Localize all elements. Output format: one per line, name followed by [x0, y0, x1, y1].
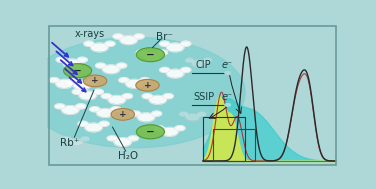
Circle shape [120, 36, 137, 45]
Circle shape [76, 104, 86, 109]
Circle shape [107, 136, 117, 141]
Circle shape [119, 78, 129, 83]
Circle shape [175, 126, 185, 131]
Circle shape [160, 41, 170, 46]
Text: e⁻: e⁻ [222, 92, 233, 102]
Circle shape [203, 58, 212, 62]
Circle shape [70, 78, 80, 83]
Circle shape [113, 34, 123, 39]
Circle shape [117, 63, 127, 68]
Circle shape [63, 137, 71, 141]
Circle shape [191, 60, 206, 67]
Circle shape [69, 139, 83, 146]
Circle shape [137, 113, 155, 122]
Text: +: + [91, 76, 99, 85]
Circle shape [91, 43, 108, 52]
Circle shape [55, 104, 65, 109]
Circle shape [64, 64, 92, 78]
Circle shape [24, 37, 245, 148]
Circle shape [167, 69, 184, 78]
Circle shape [56, 57, 66, 62]
Circle shape [163, 94, 173, 99]
Circle shape [81, 137, 89, 141]
Circle shape [78, 121, 88, 126]
Text: Rb⁺: Rb⁺ [60, 138, 79, 148]
Circle shape [186, 114, 200, 121]
Text: H₂O: H₂O [118, 151, 138, 161]
Circle shape [111, 107, 121, 112]
Circle shape [149, 95, 167, 104]
Text: e⁻: e⁻ [222, 60, 233, 70]
Circle shape [157, 50, 167, 55]
Circle shape [225, 71, 230, 74]
Circle shape [180, 41, 191, 46]
Circle shape [167, 43, 184, 52]
Circle shape [72, 89, 82, 94]
Bar [213, 129, 255, 161]
Circle shape [160, 67, 170, 72]
Circle shape [63, 59, 80, 68]
Circle shape [96, 63, 106, 68]
Circle shape [49, 78, 59, 83]
Circle shape [136, 125, 164, 139]
Circle shape [97, 108, 114, 117]
Text: SSIP: SSIP [194, 92, 215, 102]
Circle shape [140, 78, 150, 83]
Circle shape [128, 136, 138, 141]
Circle shape [79, 91, 97, 100]
Circle shape [111, 108, 135, 120]
Circle shape [67, 79, 77, 84]
Circle shape [154, 126, 164, 131]
Circle shape [102, 65, 120, 74]
Circle shape [87, 79, 97, 84]
Circle shape [90, 107, 100, 112]
Circle shape [73, 81, 91, 90]
Circle shape [77, 57, 87, 62]
Circle shape [161, 127, 178, 136]
Circle shape [136, 50, 147, 55]
Circle shape [105, 41, 115, 46]
Text: +: + [144, 81, 152, 90]
Circle shape [84, 41, 94, 46]
Circle shape [134, 34, 144, 39]
Circle shape [143, 52, 161, 60]
Text: +: + [119, 110, 127, 119]
Circle shape [122, 94, 132, 99]
Circle shape [85, 123, 102, 132]
Text: x-rays: x-rays [75, 29, 105, 39]
Circle shape [198, 112, 206, 116]
Circle shape [185, 58, 194, 62]
Circle shape [99, 121, 109, 126]
Text: −: − [73, 66, 82, 76]
Circle shape [126, 79, 143, 88]
Circle shape [130, 111, 141, 116]
Circle shape [136, 79, 159, 91]
Circle shape [56, 79, 73, 88]
Circle shape [102, 94, 112, 99]
Circle shape [108, 95, 126, 104]
Text: −: − [146, 127, 155, 137]
Circle shape [114, 138, 132, 146]
Circle shape [225, 103, 230, 106]
Text: Br⁻: Br⁻ [156, 32, 173, 42]
Circle shape [152, 111, 162, 116]
Circle shape [180, 112, 188, 116]
Circle shape [93, 89, 103, 94]
Bar [203, 117, 245, 161]
Circle shape [180, 67, 191, 72]
Circle shape [136, 48, 164, 62]
Circle shape [62, 106, 79, 114]
Text: −: − [146, 50, 155, 60]
Circle shape [142, 94, 152, 99]
Circle shape [83, 75, 107, 87]
Text: CIP: CIP [196, 60, 211, 70]
